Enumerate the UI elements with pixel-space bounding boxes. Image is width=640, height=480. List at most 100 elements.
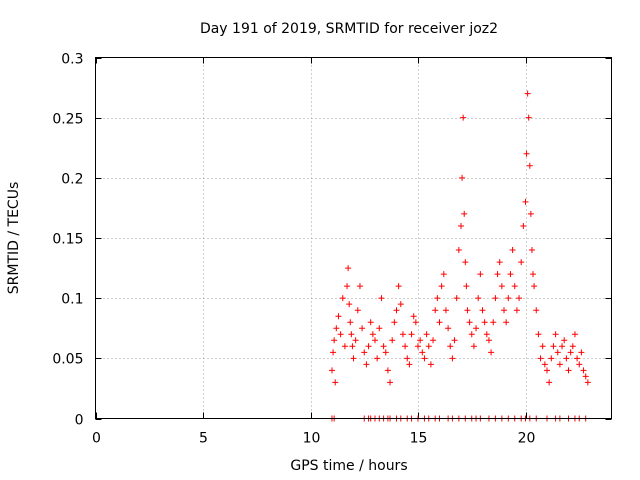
- data-point: [449, 355, 456, 362]
- data-point: [447, 343, 454, 350]
- data-point: [584, 379, 591, 386]
- data-point: [455, 247, 462, 254]
- data-point: [329, 367, 335, 374]
- data-point: [530, 271, 537, 278]
- x-tick-label: 15: [410, 431, 428, 447]
- data-point: [347, 319, 354, 326]
- x-tick-label: 5: [199, 431, 208, 447]
- data-point: [527, 210, 534, 217]
- plot-frame: [95, 57, 612, 419]
- data-point: [352, 337, 359, 344]
- data-point: [365, 343, 372, 350]
- data-point: [485, 337, 492, 344]
- data-point: [427, 361, 434, 368]
- data-point: [419, 349, 426, 356]
- data-point: [354, 307, 361, 314]
- data-point: [580, 367, 587, 374]
- data-point: [430, 337, 437, 344]
- data-point: [528, 247, 535, 254]
- data-point: [436, 319, 443, 326]
- data-point: [498, 283, 505, 290]
- data-point: [524, 90, 531, 97]
- data-point: [561, 337, 568, 344]
- data-point: [548, 355, 555, 362]
- data-point: [522, 198, 529, 205]
- data-point: [496, 259, 503, 266]
- data-point: [445, 325, 452, 332]
- data-point: [546, 379, 553, 386]
- data-point: [569, 343, 576, 350]
- data-point: [399, 331, 406, 338]
- data-point: [335, 313, 342, 320]
- y-tick-labels: 0 0.05 0.1 0.15 0.2 0.25 0.3: [52, 52, 83, 429]
- data-point: [453, 295, 460, 302]
- x-tick-label: 10: [303, 431, 321, 447]
- data-point: [531, 283, 538, 290]
- data-point: [451, 337, 458, 344]
- data-point: [541, 361, 548, 368]
- data-point: [330, 349, 337, 356]
- data-point: [346, 301, 353, 308]
- data-point: [363, 361, 370, 368]
- data-point: [356, 283, 363, 290]
- data-point: [567, 349, 574, 356]
- data-point: [488, 349, 495, 356]
- data-point: [412, 319, 419, 326]
- data-point: [494, 271, 501, 278]
- data-point: [533, 307, 540, 314]
- data-point: [509, 247, 516, 254]
- data-point: [501, 307, 507, 314]
- data-point: [341, 343, 348, 350]
- data-point: [348, 331, 355, 338]
- data-point: [408, 331, 415, 338]
- data-point: [404, 355, 411, 362]
- data-point: [393, 307, 400, 314]
- chart-title: Day 191 of 2019, SRMTID for receiver joz…: [200, 21, 498, 37]
- data-point: [473, 325, 480, 332]
- data-point: [337, 331, 344, 338]
- y-tick-label: 0.15: [52, 232, 83, 248]
- data-point: [361, 349, 368, 356]
- y-tick-label: 0.25: [52, 112, 83, 128]
- data-point: [582, 373, 589, 380]
- data-point: [367, 319, 374, 326]
- data-point: [556, 361, 563, 368]
- data-point: [492, 295, 499, 302]
- data-point: [395, 283, 402, 290]
- data-point: [384, 367, 391, 374]
- data-point: [576, 361, 583, 368]
- data-point: [402, 343, 409, 350]
- data-point: [479, 307, 486, 314]
- data-point: [349, 343, 356, 350]
- data-point: [350, 355, 357, 362]
- data-point: [380, 343, 387, 350]
- data-point: [503, 319, 510, 326]
- data-point: [481, 319, 488, 326]
- data-point: [378, 295, 385, 302]
- data-point: [520, 222, 527, 229]
- data-point: [550, 343, 557, 350]
- data-point: [460, 114, 467, 121]
- data-point: [432, 307, 439, 314]
- data-point: [516, 295, 523, 302]
- data-point: [332, 379, 339, 386]
- x-tick-label: 0: [92, 431, 101, 447]
- data-point: [559, 343, 566, 350]
- data-point: [539, 343, 546, 350]
- data-point: [387, 379, 394, 386]
- data-point: [571, 331, 578, 338]
- data-point: [376, 325, 383, 332]
- y-tick-label: 0.1: [61, 292, 83, 308]
- data-point: [339, 295, 346, 302]
- data-point: [391, 319, 398, 326]
- data-point: [483, 331, 490, 338]
- data-point: [518, 259, 525, 266]
- data-point: [417, 337, 424, 344]
- data-point: [389, 337, 396, 344]
- grid-lines: [95, 57, 612, 419]
- data-point: [382, 349, 389, 356]
- data-point: [415, 343, 421, 350]
- data-point: [477, 271, 484, 278]
- data-point: [475, 295, 482, 302]
- data-point: [511, 283, 518, 290]
